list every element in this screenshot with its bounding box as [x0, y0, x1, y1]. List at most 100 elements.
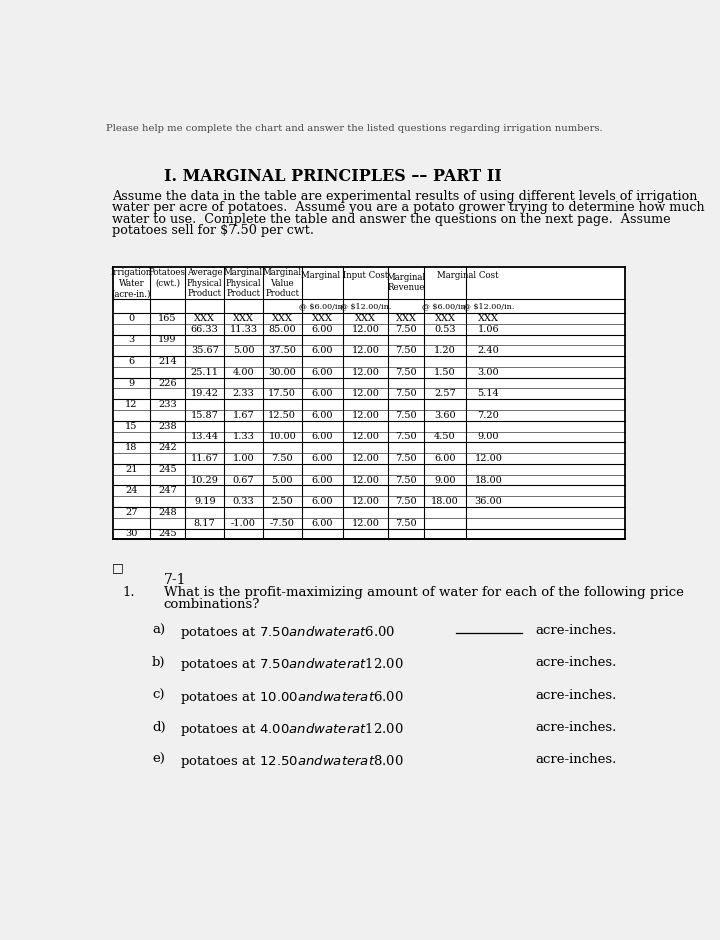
Text: 18: 18	[125, 444, 138, 452]
Text: 242: 242	[158, 444, 177, 452]
Text: potatoes at $7.50 and water at $12.00: potatoes at $7.50 and water at $12.00	[180, 656, 404, 673]
Text: 21: 21	[125, 464, 138, 474]
Text: 5.14: 5.14	[477, 389, 499, 399]
Text: 1.67: 1.67	[233, 411, 254, 420]
Text: 12.00: 12.00	[352, 324, 380, 334]
Text: 0.67: 0.67	[233, 476, 254, 485]
Text: acre-inches.: acre-inches.	[536, 624, 617, 637]
Text: 15.87: 15.87	[191, 411, 219, 420]
Text: Marginal
Revenue: Marginal Revenue	[387, 273, 426, 292]
Text: Assume the data in the table are experimental results of using different levels : Assume the data in the table are experim…	[112, 190, 697, 203]
Text: Potatoes
(cwt.): Potatoes (cwt.)	[149, 268, 186, 288]
Text: -1.00: -1.00	[231, 519, 256, 527]
Text: 85.00: 85.00	[269, 324, 296, 334]
Text: potatoes at $12.50 and water at $8.00: potatoes at $12.50 and water at $8.00	[180, 754, 404, 771]
Text: 9.00: 9.00	[477, 432, 499, 442]
Text: 11.67: 11.67	[191, 454, 219, 463]
Text: 12.00: 12.00	[352, 432, 380, 442]
Text: 17.50: 17.50	[269, 389, 296, 399]
Text: 6.00: 6.00	[312, 519, 333, 527]
Text: 15: 15	[125, 422, 138, 431]
Text: 7.50: 7.50	[395, 346, 417, 355]
Text: 5.00: 5.00	[233, 346, 254, 355]
Text: e): e)	[152, 754, 165, 766]
Text: Irrigation
Water
(acre-in.): Irrigation Water (acre-in.)	[111, 268, 152, 298]
Text: 12.00: 12.00	[352, 411, 380, 420]
Text: 3.00: 3.00	[477, 368, 499, 377]
Text: XXX: XXX	[312, 314, 333, 323]
Text: 7.50: 7.50	[395, 476, 417, 485]
Text: XXX: XXX	[478, 314, 499, 323]
Text: 12: 12	[125, 400, 138, 409]
Text: 214: 214	[158, 357, 177, 366]
Text: @ $6.00/in.: @ $6.00/in.	[422, 302, 468, 310]
Text: 245: 245	[158, 529, 177, 539]
Text: 6.00: 6.00	[312, 346, 333, 355]
Text: 1.00: 1.00	[233, 454, 254, 463]
Text: c): c)	[152, 689, 164, 702]
Text: 27: 27	[125, 508, 138, 517]
Text: 2.33: 2.33	[233, 389, 254, 399]
Text: 12.00: 12.00	[352, 346, 380, 355]
Text: 2.40: 2.40	[477, 346, 499, 355]
Text: 24: 24	[125, 486, 138, 495]
Text: @ $6.00/in.: @ $6.00/in.	[300, 302, 346, 310]
Text: acre-inches.: acre-inches.	[536, 656, 617, 669]
Text: XXX: XXX	[396, 314, 417, 323]
Text: 9: 9	[128, 379, 135, 387]
Text: 18.00: 18.00	[474, 476, 503, 485]
Text: 7.50: 7.50	[395, 324, 417, 334]
Text: potatoes at $10.00 and water at $6.00: potatoes at $10.00 and water at $6.00	[180, 689, 404, 706]
Text: 2.50: 2.50	[271, 497, 293, 506]
Text: 25.11: 25.11	[191, 368, 219, 377]
Text: 12.00: 12.00	[352, 476, 380, 485]
Text: a): a)	[152, 624, 165, 637]
Text: XXX: XXX	[194, 314, 215, 323]
Text: 7.20: 7.20	[477, 411, 499, 420]
Text: 3: 3	[128, 336, 135, 344]
Text: 6.00: 6.00	[312, 411, 333, 420]
Text: potatoes sell for $7.50 per cwt.: potatoes sell for $7.50 per cwt.	[112, 225, 314, 238]
Text: 12.00: 12.00	[474, 454, 503, 463]
Text: 7.50: 7.50	[395, 497, 417, 506]
Text: 7-1: 7-1	[163, 573, 186, 588]
Text: 3.60: 3.60	[434, 411, 456, 420]
Text: water to use.  Complete the table and answer the questions on the next page.  As: water to use. Complete the table and ans…	[112, 212, 670, 226]
Text: 11.33: 11.33	[230, 324, 258, 334]
Text: 238: 238	[158, 422, 177, 431]
Text: Marginal Cost: Marginal Cost	[436, 272, 498, 280]
Text: 6.00: 6.00	[312, 476, 333, 485]
Text: □: □	[112, 561, 123, 574]
Text: -7.50: -7.50	[270, 519, 294, 527]
Text: 0.33: 0.33	[233, 497, 254, 506]
Text: XXX: XXX	[356, 314, 377, 323]
Text: 6: 6	[128, 357, 135, 366]
Text: @ $12.00/in.: @ $12.00/in.	[341, 302, 392, 310]
Text: Please help me complete the chart and answer the listed questions regarding irri: Please help me complete the chart and an…	[106, 123, 602, 133]
Text: 233: 233	[158, 400, 177, 409]
Text: 165: 165	[158, 314, 176, 323]
Text: 7.50: 7.50	[395, 432, 417, 442]
Text: 10.00: 10.00	[269, 432, 296, 442]
Text: 6.00: 6.00	[312, 454, 333, 463]
Text: b): b)	[152, 656, 166, 669]
Text: 9.19: 9.19	[194, 497, 215, 506]
Text: 12.00: 12.00	[352, 519, 380, 527]
Text: 6.00: 6.00	[312, 324, 333, 334]
Text: 12.50: 12.50	[269, 411, 296, 420]
Text: 12.00: 12.00	[352, 368, 380, 377]
Text: 5.00: 5.00	[271, 476, 293, 485]
Text: 4.00: 4.00	[233, 368, 254, 377]
Text: Average
Physical
Product: Average Physical Product	[187, 268, 222, 298]
Text: 12.00: 12.00	[352, 497, 380, 506]
Text: @ $12.00/in.: @ $12.00/in.	[463, 302, 514, 310]
Text: 7.50: 7.50	[395, 454, 417, 463]
Text: 248: 248	[158, 508, 177, 517]
Text: 13.44: 13.44	[191, 432, 219, 442]
Text: 9.00: 9.00	[434, 476, 456, 485]
Text: 6.00: 6.00	[312, 432, 333, 442]
Text: 6.00: 6.00	[312, 389, 333, 399]
Text: 0: 0	[128, 314, 135, 323]
Text: d): d)	[152, 721, 166, 734]
Text: 66.33: 66.33	[191, 324, 219, 334]
